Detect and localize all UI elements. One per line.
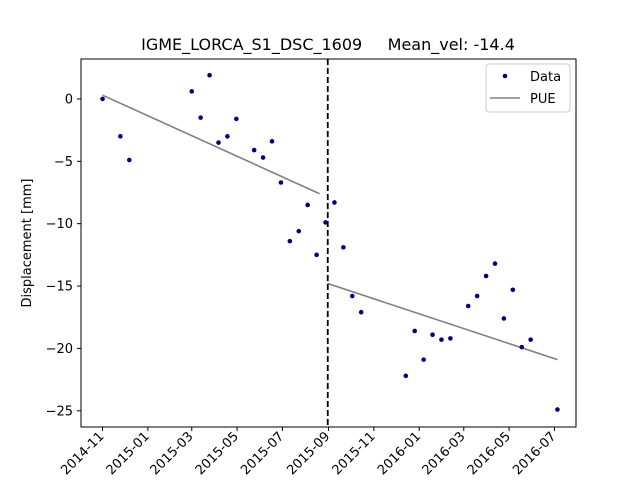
data-point xyxy=(332,200,337,205)
plot-frame xyxy=(80,58,577,428)
data-point xyxy=(403,373,409,379)
legend-pue-label: PUE xyxy=(530,92,556,107)
data-point xyxy=(430,332,435,337)
data-point xyxy=(287,238,293,244)
y-tick-label: −25 xyxy=(46,404,73,419)
y-tick-label: −15 xyxy=(46,280,73,295)
x-tick-label: 2015-03 xyxy=(148,429,197,478)
y-axis-label: Displacement [mm] xyxy=(20,179,35,308)
data-point xyxy=(251,147,257,153)
pue-fit-segment xyxy=(327,282,558,361)
data-point xyxy=(483,273,489,279)
data-point xyxy=(501,316,507,321)
data-point xyxy=(412,328,418,334)
pue-fit-lines xyxy=(102,94,558,361)
data-point xyxy=(100,96,105,102)
data-point xyxy=(323,220,328,225)
legend-data-marker xyxy=(502,73,508,79)
y-tick-label: −20 xyxy=(46,342,73,357)
data-point xyxy=(448,336,453,341)
data-point xyxy=(127,157,132,163)
legend-data-label: Data xyxy=(530,70,561,85)
x-tick-label: 2015-05 xyxy=(193,429,242,478)
plot-area: 0−5−10−15−20−25 2014-112015-012015-03201… xyxy=(46,58,577,478)
pue-fit-segment xyxy=(102,94,320,195)
x-tick-label: 2015-07 xyxy=(238,429,287,478)
data-point xyxy=(510,287,516,293)
x-tick-label: 2015-09 xyxy=(284,429,333,478)
data-point xyxy=(269,139,275,144)
data-point xyxy=(118,134,123,139)
data-point xyxy=(207,72,212,78)
data-point xyxy=(555,407,560,412)
y-tick-label: −5 xyxy=(54,155,73,170)
data-point xyxy=(439,337,444,342)
data-point xyxy=(528,337,533,342)
y-tick-label: 0 xyxy=(65,92,73,107)
data-point xyxy=(474,293,480,299)
data-point xyxy=(358,309,364,315)
x-tick-label: 2015-11 xyxy=(330,429,379,478)
data-point xyxy=(260,155,266,160)
data-point xyxy=(189,89,195,94)
x-tick-label: 2014-11 xyxy=(58,429,107,478)
data-point xyxy=(349,293,355,299)
data-points xyxy=(100,72,560,412)
data-point xyxy=(216,140,221,145)
x-tick-label: 2016-01 xyxy=(375,429,424,478)
data-point xyxy=(198,115,203,120)
x-tick-label: 2016-05 xyxy=(465,429,514,478)
x-tick-label: 2015-01 xyxy=(104,429,153,478)
data-point xyxy=(492,261,498,266)
y-axis-ticks: 0 −5 −10 −15 −20 −25 xyxy=(46,92,81,419)
data-point xyxy=(278,180,284,185)
data-point xyxy=(296,228,302,234)
data-point xyxy=(341,245,346,250)
data-point xyxy=(465,303,471,309)
x-tick-label: 2016-07 xyxy=(510,429,559,478)
data-point xyxy=(421,357,426,362)
data-point xyxy=(225,134,230,139)
data-point xyxy=(519,344,525,350)
x-tick-label: 2016-03 xyxy=(420,429,469,478)
y-tick-label: −10 xyxy=(46,217,73,232)
chart-title: IGME_LORCA_S1_DSC_1609 Mean_vel: -14.4 xyxy=(141,35,515,55)
data-point xyxy=(234,116,239,122)
legend: Data PUE xyxy=(485,63,571,113)
data-point xyxy=(314,252,319,258)
x-axis-ticks: 2014-112015-012015-032015-052015-072015-… xyxy=(58,427,559,478)
data-point xyxy=(305,202,310,208)
